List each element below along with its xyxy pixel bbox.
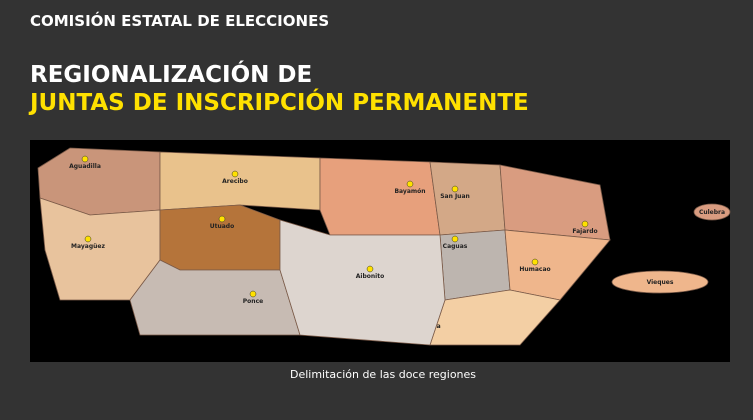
region-label: Aguadilla: [69, 163, 101, 170]
region-label: Aibonito: [356, 273, 384, 280]
region: [159, 204, 281, 271]
agency-name: COMISIÓN ESTATAL DE ELECCIONES: [30, 12, 330, 30]
caption: Delimitación de las doce regiones: [290, 368, 476, 381]
region-seat-icon: [218, 215, 226, 223]
region-seat-icon: [84, 235, 92, 243]
region: [439, 229, 511, 301]
region-seat-icon: [231, 170, 239, 178]
region-seat-icon: [451, 235, 459, 243]
region-label: Humacao: [519, 266, 550, 273]
island-label: Culebra: [699, 209, 725, 216]
region-seat-icon: [406, 180, 414, 188]
region-seat-icon: [451, 185, 459, 193]
region-label: Fajardo: [572, 228, 597, 235]
island: [693, 203, 731, 221]
region-label: Bayamón: [394, 188, 425, 195]
title-line: JUNTAS DE INSCRIPCIÓN PERMANENTE: [30, 90, 529, 116]
region-seat-icon: [366, 265, 374, 273]
region: [319, 157, 441, 236]
region-label: San Juan: [440, 193, 470, 200]
region: [129, 259, 301, 336]
island-label: Vieques: [647, 279, 674, 286]
region-label: Caguas: [443, 243, 468, 250]
region-label: Arecibo: [222, 178, 248, 185]
title-line: REGIONALIZACIÓN DE: [30, 62, 313, 88]
region-seat-icon: [81, 155, 89, 163]
region-seat-icon: [249, 290, 257, 298]
region: [279, 219, 446, 346]
island: [611, 270, 709, 294]
region-label: Mayagüez: [71, 243, 105, 250]
region-label: Utuado: [210, 223, 234, 230]
region-label: Ponce: [243, 298, 263, 305]
region-seat-icon: [581, 220, 589, 228]
region: [159, 151, 321, 211]
region-seat-icon: [531, 258, 539, 266]
